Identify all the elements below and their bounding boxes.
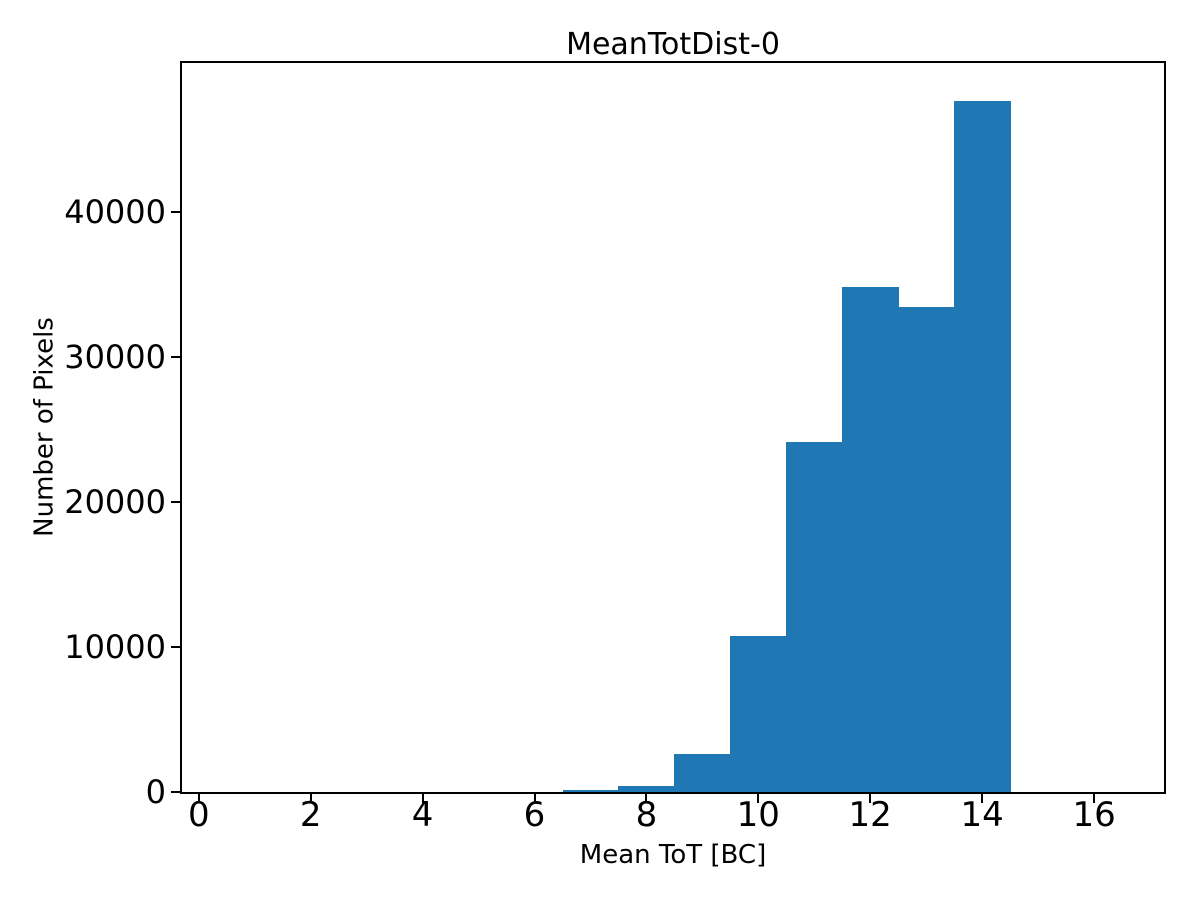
histogram-bar <box>674 753 731 792</box>
bars-layer <box>182 63 1164 792</box>
chart-title: MeanTotDist-0 <box>566 27 780 62</box>
y-tick-label: 30000 <box>64 337 166 376</box>
histogram-bar <box>842 287 899 792</box>
y-tick-mark <box>171 500 180 503</box>
x-tick-label: 6 <box>523 795 546 835</box>
histogram-bar <box>730 636 787 792</box>
x-tick-label: 4 <box>411 795 434 835</box>
y-tick-mark <box>171 645 180 648</box>
x-tick-mark <box>981 794 984 803</box>
y-tick-mark <box>171 210 180 213</box>
histogram-bar <box>618 785 675 792</box>
y-tick-label: 20000 <box>64 482 166 521</box>
y-tick-label: 0 <box>145 773 166 811</box>
x-tick-label: 16 <box>1072 795 1116 835</box>
x-tick-mark <box>533 794 536 803</box>
x-tick-mark <box>1093 794 1096 803</box>
y-tick-label: 10000 <box>64 627 166 666</box>
histogram-bar <box>898 306 955 792</box>
y-tick-mark <box>171 791 180 793</box>
x-tick-label: 0 <box>187 795 210 835</box>
x-axis-label: Mean ToT [BC] <box>579 840 767 870</box>
x-tick-mark <box>197 794 200 803</box>
x-tick-mark <box>757 794 760 803</box>
x-tick-mark <box>309 794 312 803</box>
x-tick-label: 8 <box>635 795 658 835</box>
x-tick-label: 10 <box>736 795 780 835</box>
x-tick-label: 2 <box>299 795 322 835</box>
y-tick-mark <box>171 355 180 358</box>
x-tick-mark <box>869 794 872 803</box>
y-tick-label: 40000 <box>64 192 166 231</box>
histogram-bar <box>786 442 843 792</box>
x-tick-mark <box>645 794 648 803</box>
x-tick-label: 14 <box>960 795 1004 835</box>
histogram-bar <box>954 100 1011 792</box>
x-tick-mark <box>421 794 424 803</box>
histogram-bar <box>562 790 619 792</box>
x-tick-label: 12 <box>848 795 892 835</box>
